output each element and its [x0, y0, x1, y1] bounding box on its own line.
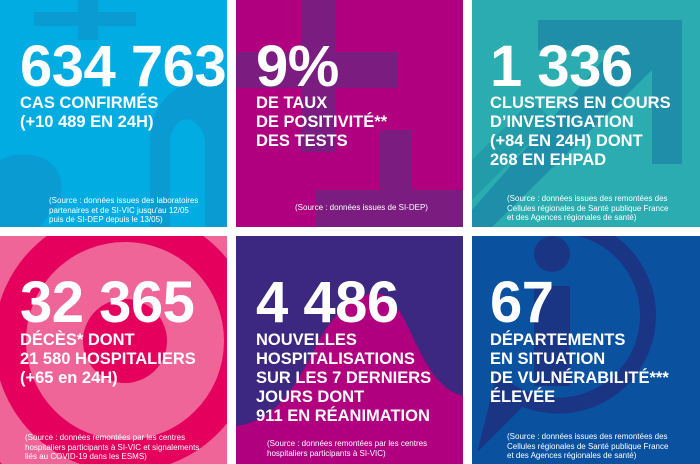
- plus-and-numeral-background-icon: [0, 0, 227, 227]
- tile-hospitalisations: 4 486 NOUVELLES HOSPITALISATIONS SUR LES…: [236, 236, 463, 464]
- tile-clusters: 1 336 CLUSTERS EN COURS D’INVESTIGATION …: [472, 0, 700, 227]
- hospitalisations-value: 4 486: [256, 270, 399, 335]
- departments-label: DÉPARTEMENTS EN SITUATION DE VULNÉRABILI…: [490, 331, 669, 406]
- deaths-source: (Source : données remontées par les cent…: [25, 433, 200, 462]
- info-speech-bubble-background-icon: [477, 236, 656, 453]
- curve-wave-background-icon: [236, 293, 463, 464]
- positivity-rate-value: 9%: [256, 34, 339, 99]
- tile-vulnerable-departments: 67 DÉPARTEMENTS EN SITUATION DE VULNÉRAB…: [472, 236, 700, 464]
- deaths-value: 32 365: [20, 270, 195, 335]
- tile-confirmed-cases: 634 763 CAS CONFIRMÉS (+10 489 EN 24H) (…: [0, 0, 227, 227]
- tile-deaths: 32 365 DÉCÈS* DONT 21 580 HOSPITALIERS (…: [0, 236, 227, 464]
- tile-positivity-rate: 9% DE TAUX DE POSITIVITÉ** DES TESTS (So…: [236, 0, 463, 227]
- confirmed-cases-source: (Source : données issues des laboratoire…: [49, 196, 199, 225]
- positivity-rate-source: (Source : données issues de SI-DEP): [295, 203, 428, 212]
- confirmed-cases-label: CAS CONFIRMÉS (+10 489 EN 24H): [20, 94, 159, 131]
- hospitalisations-label: NOUVELLES HOSPITALISATIONS SUR LES 7 DER…: [256, 331, 432, 425]
- clusters-source: (Source : données issues des remontées d…: [507, 194, 669, 223]
- confirmed-cases-value: 634 763: [20, 34, 227, 99]
- hospitalisations-source: (Source : données remontées par les cent…: [267, 439, 428, 458]
- clusters-label: CLUSTERS EN COURS D’INVESTIGATION (+84 E…: [490, 94, 671, 169]
- target-rings-background-icon: [0, 236, 227, 464]
- departments-source: (Source : données issues des remontées d…: [507, 432, 669, 461]
- deaths-label: DÉCÈS* DONT 21 580 HOSPITALIERS (+65 en …: [20, 331, 196, 387]
- clusters-value: 1 336: [490, 34, 633, 99]
- departments-value: 67: [490, 270, 554, 335]
- positivity-rate-label: DE TAUX DE POSITIVITÉ** DES TESTS: [256, 94, 388, 150]
- arrow-up-right-background-icon: [472, 20, 682, 227]
- plus-cross-background-icon: [236, 0, 463, 227]
